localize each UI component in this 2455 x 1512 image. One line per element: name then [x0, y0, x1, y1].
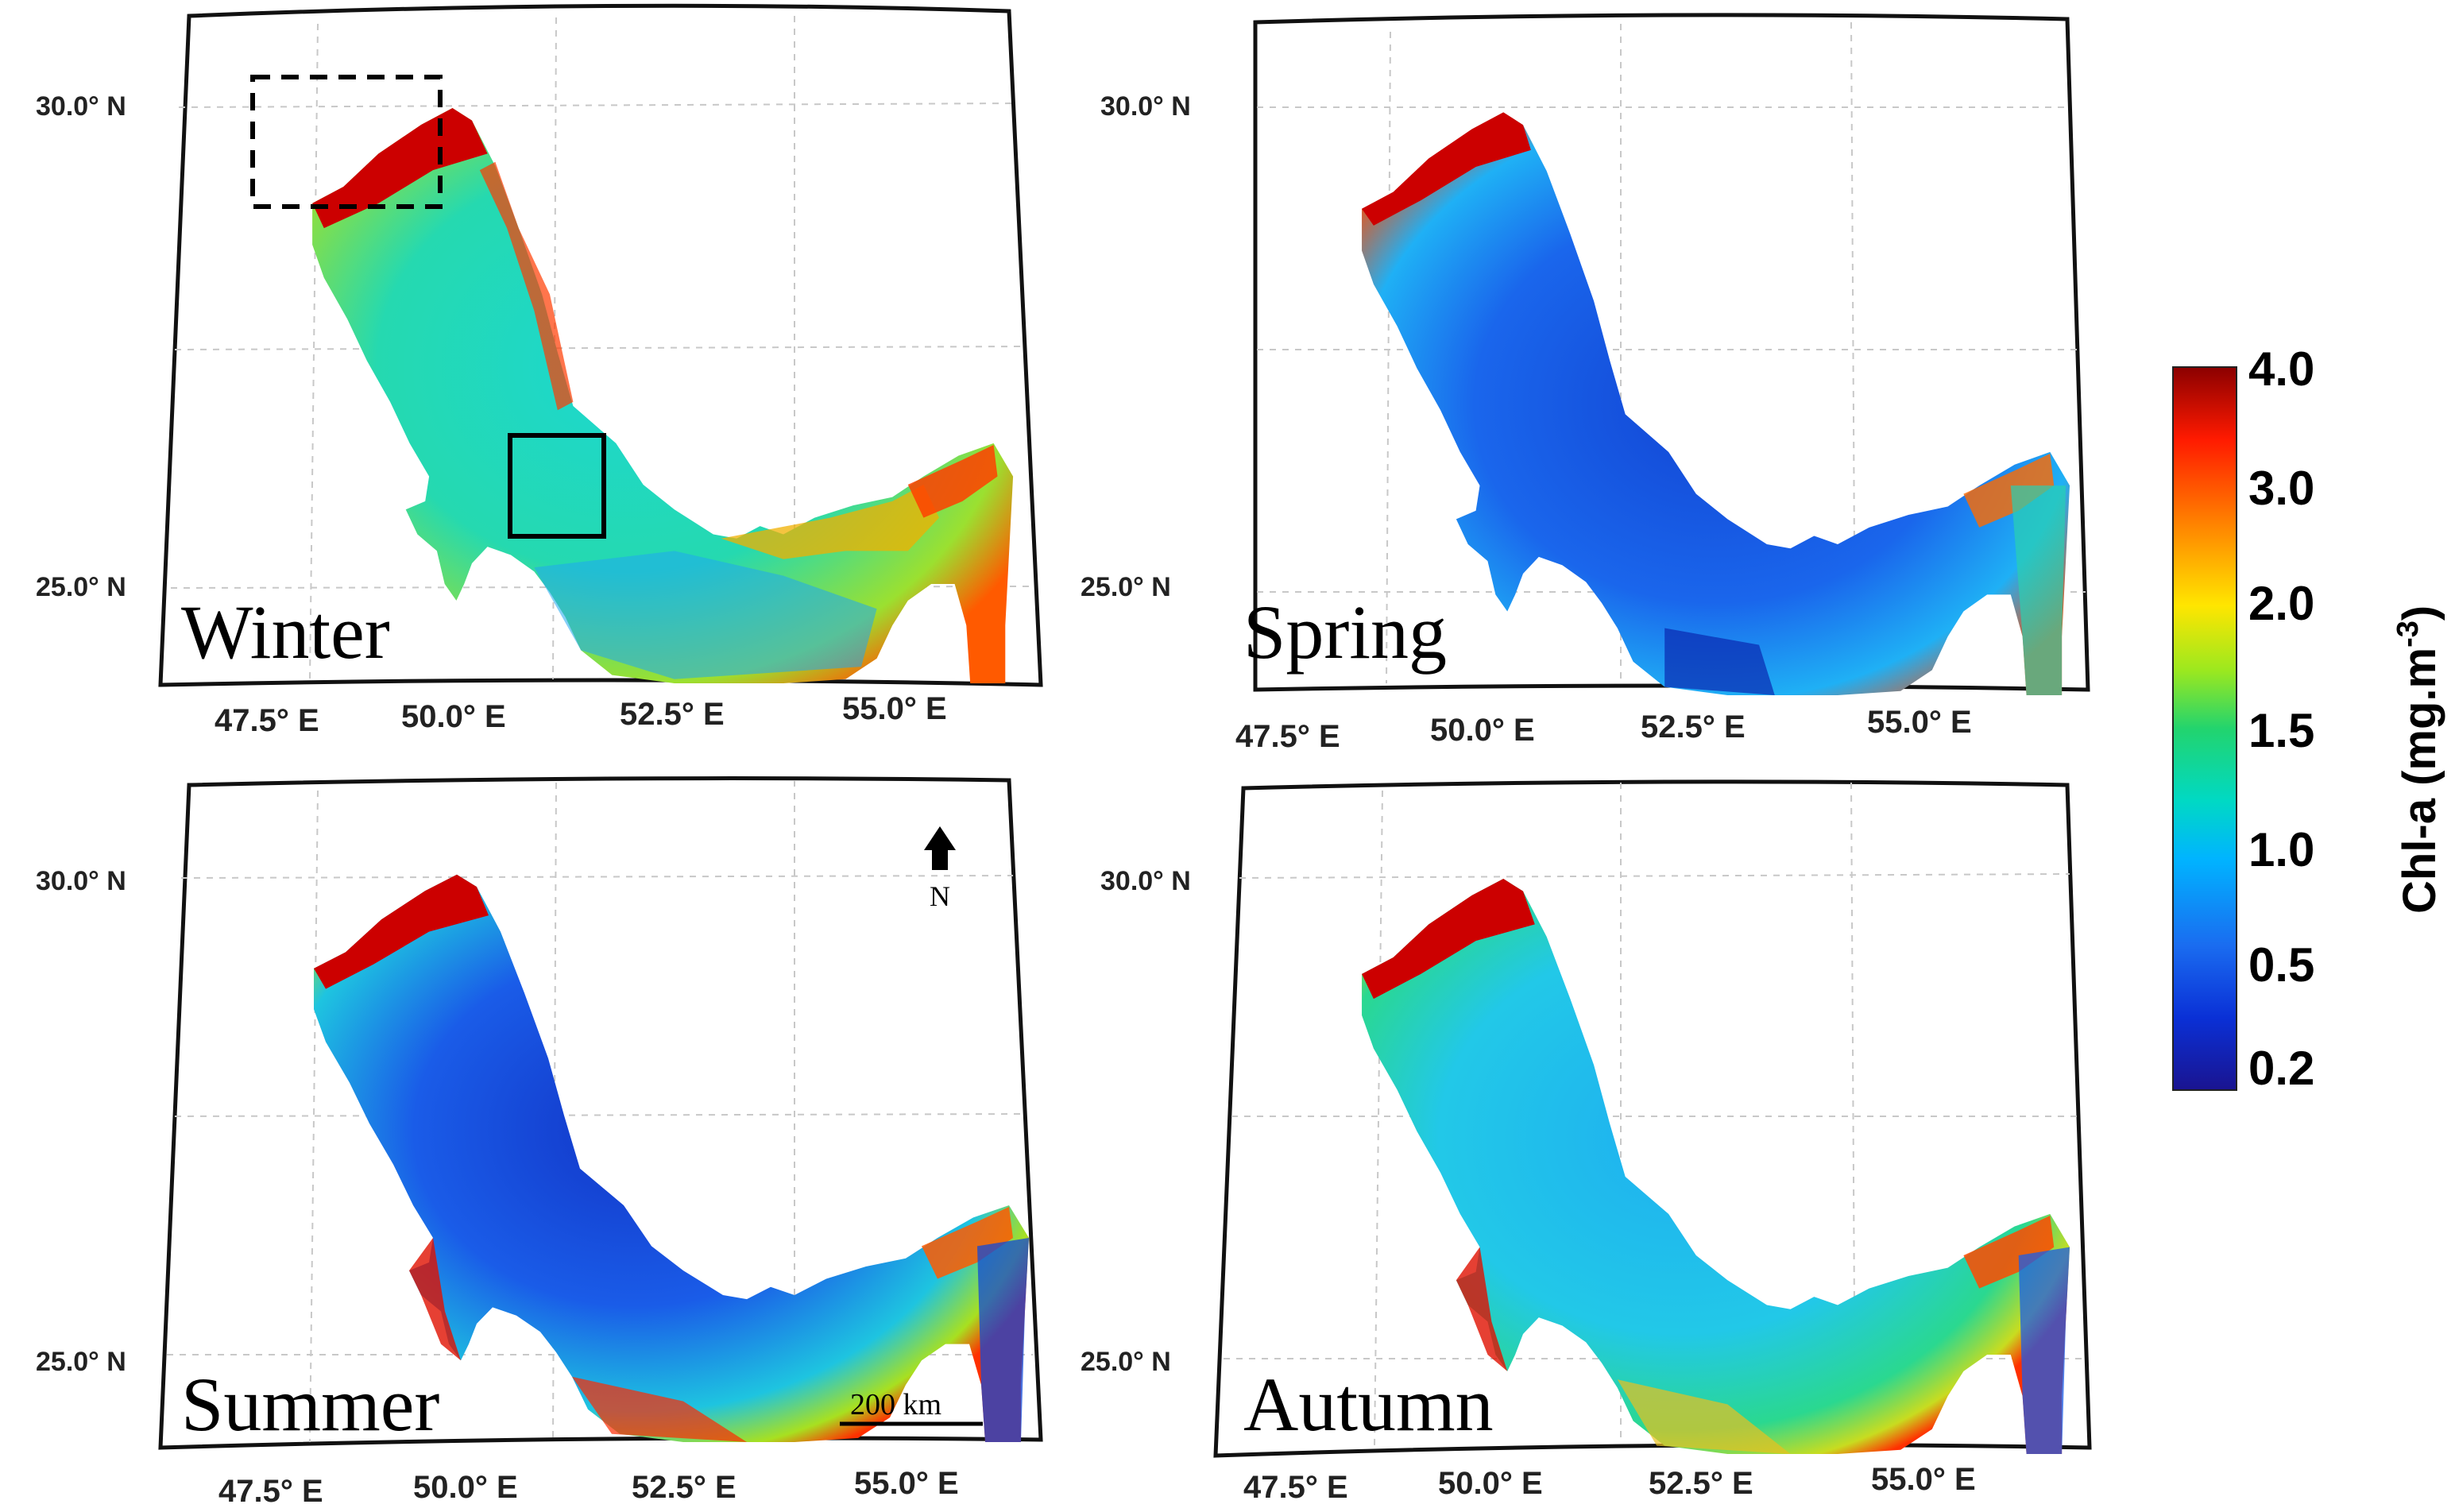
- gulf-map-winter: [312, 108, 1013, 683]
- lon-label-55: 55.0° E: [854, 1466, 959, 1501]
- lat-label-25: 25.0° N: [1081, 572, 1171, 602]
- lon-label-52-5: 52.5° E: [632, 1470, 736, 1505]
- gulf-map-summer: [314, 874, 1029, 1442]
- season-label-summer: Summer: [181, 1362, 439, 1447]
- scale-bar: 200 km: [840, 1388, 983, 1426]
- lon-label-47-5: 47.5° E: [215, 703, 319, 738]
- lat-label-25: 25.0° N: [36, 1347, 126, 1377]
- season-label-winter: Winter: [181, 590, 390, 675]
- panel-summer: 30.0° N 25.0° N 47.5° E 50.0° E 52.5° E …: [36, 776, 1043, 1509]
- lon-label-55: 55.0° E: [842, 691, 947, 726]
- lon-label-47-5: 47.5° E: [1243, 1470, 1348, 1505]
- lon-label-50: 50.0° E: [413, 1470, 518, 1505]
- lon-label-52-5: 52.5° E: [1649, 1466, 1753, 1501]
- lon-label-52-5: 52.5° E: [620, 697, 725, 732]
- lon-label-52-5: 52.5° E: [1641, 710, 1746, 744]
- panel-spring: 30.0° N 25.0° N 47.5° E 50.0° E 52.5° E …: [1081, 13, 2090, 754]
- north-arrow: N: [924, 826, 956, 912]
- panel-autumn: 30.0° N 25.0° N 47.5° E 50.0° E 52.5° E …: [1081, 779, 2092, 1505]
- lon-label-55: 55.0° E: [1871, 1462, 1976, 1497]
- colorbar-title: Chl-a (mg.m-3): [2391, 605, 2445, 914]
- solid-box: [508, 433, 606, 539]
- lon-label-50: 50.0° E: [401, 699, 506, 734]
- lon-label-50: 50.0° E: [1438, 1466, 1543, 1501]
- lon-label-50: 50.0° E: [1430, 713, 1535, 748]
- lon-label-47-5: 47.5° E: [218, 1474, 323, 1509]
- colorbar-tick: 4.0: [2248, 342, 2314, 396]
- colorbar-title-close: ): [2394, 605, 2445, 621]
- colorbar-tick: 1.0: [2248, 823, 2314, 876]
- lat-label-30: 30.0° N: [1100, 866, 1191, 896]
- lat-label-30: 30.0° N: [36, 91, 126, 122]
- gulf-map-autumn: [1362, 879, 2070, 1454]
- north-arrow-icon: [924, 826, 956, 870]
- colorbar: 4.0 3.0 2.0 1.5 1.0 0.5 0.2 Chl-a (mg.m-…: [2172, 342, 2445, 1095]
- colorbar-tick: 1.5: [2248, 704, 2314, 757]
- lon-label-55: 55.0° E: [1867, 705, 1972, 740]
- colorbar-title-sup: -3: [2391, 621, 2425, 648]
- season-label-autumn: Autumn: [1243, 1362, 1494, 1447]
- lon-label-47-5: 47.5° E: [1235, 719, 1340, 754]
- gulf-map-spring: [1362, 112, 2070, 695]
- colorbar-tick: 0.2: [2248, 1042, 2314, 1095]
- colorbar-gradient: [2172, 366, 2237, 1091]
- colorbar-tick: 2.0: [2248, 577, 2314, 630]
- colorbar-tick: 3.0: [2248, 462, 2314, 515]
- lat-label-25: 25.0° N: [36, 572, 126, 602]
- lat-label-30: 30.0° N: [36, 866, 126, 896]
- lat-label-30: 30.0° N: [1100, 91, 1191, 122]
- season-label-spring: Spring: [1243, 590, 1447, 675]
- colorbar-title-main: Chl-a (mg.m: [2394, 648, 2445, 914]
- colorbar-tick: 0.5: [2248, 938, 2314, 992]
- north-arrow-label: N: [930, 880, 950, 912]
- scale-bar-label: 200 km: [850, 1388, 941, 1421]
- lat-label-25: 25.0° N: [1081, 1347, 1171, 1377]
- panel-winter: 30.0° N 25.0° N 47.5° E 50.0° E 52.5° E …: [36, 3, 1043, 738]
- dashed-box: [250, 75, 443, 209]
